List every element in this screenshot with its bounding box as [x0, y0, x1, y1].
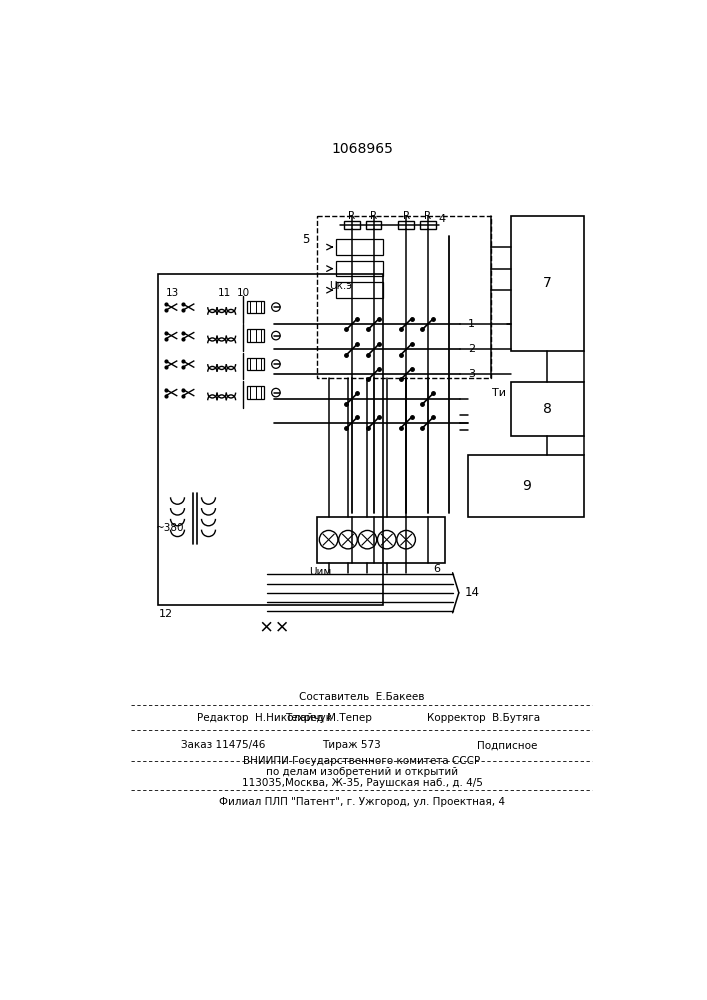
Bar [247, 329, 264, 342]
Text: Тираж 573: Тираж 573 [322, 740, 381, 750]
Bar [420, 221, 436, 229]
Text: R: R [349, 211, 356, 221]
Bar [337, 261, 383, 276]
Text: 11: 11 [217, 288, 230, 298]
Bar [510, 216, 585, 351]
Text: 9: 9 [522, 479, 531, 493]
Text: 4: 4 [438, 214, 445, 224]
Text: 5: 5 [302, 233, 309, 246]
Text: 1068965: 1068965 [331, 142, 393, 156]
Text: Филиал ПЛП "Патент", г. Ужгород, ул. Проектная, 4: Филиал ПЛП "Патент", г. Ужгород, ул. Про… [219, 797, 505, 807]
Bar [247, 301, 264, 313]
Bar [398, 221, 414, 229]
Text: Корректор  В.Бутяга: Корректор В.Бутяга [427, 713, 540, 723]
Text: ВНИИПИ Государственного комитета СССР: ВНИИПИ Государственного комитета СССР [243, 756, 481, 766]
Text: R: R [424, 211, 431, 221]
Bar [247, 358, 264, 370]
Bar [344, 221, 360, 229]
Bar [247, 386, 264, 399]
Text: Tи: Tи [492, 388, 506, 398]
Text: Uк.э: Uк.э [329, 281, 351, 291]
Bar [366, 221, 381, 229]
Text: 14: 14 [464, 586, 479, 599]
Text: 6: 6 [433, 564, 440, 574]
Text: по делам изобретений и открытий: по делам изобретений и открытий [266, 767, 458, 777]
Text: 3: 3 [468, 369, 475, 379]
Bar [158, 274, 383, 605]
Text: R: R [402, 211, 409, 221]
Bar [510, 382, 585, 436]
Text: 1: 1 [468, 319, 475, 329]
Text: 7: 7 [543, 276, 551, 290]
Text: 8: 8 [543, 402, 551, 416]
Bar [337, 282, 383, 298]
Bar [317, 517, 445, 563]
Text: ~380: ~380 [156, 523, 184, 533]
Text: 10: 10 [237, 288, 250, 298]
Text: 13: 13 [165, 288, 179, 298]
Text: Заказ 11475/46: Заказ 11475/46 [182, 740, 266, 750]
Text: 2: 2 [468, 344, 475, 354]
Text: 113035,Москва, Ж-35, Раушская наб., д. 4/5: 113035,Москва, Ж-35, Раушская наб., д. 4… [242, 778, 482, 788]
Text: Uим: Uим [309, 567, 332, 577]
Text: 12: 12 [159, 609, 173, 619]
Text: Подписное: Подписное [477, 740, 537, 750]
Bar [337, 239, 383, 255]
Bar [468, 455, 585, 517]
Bar [317, 216, 491, 378]
Text: R: R [370, 211, 377, 221]
Text: Редактор  Н.Николайчук: Редактор Н.Николайчук [197, 713, 332, 723]
Text: Техред М.Тепер: Техред М.Тепер [285, 713, 372, 723]
Text: Составитель  Е.Бакеев: Составитель Е.Бакеев [299, 692, 425, 702]
